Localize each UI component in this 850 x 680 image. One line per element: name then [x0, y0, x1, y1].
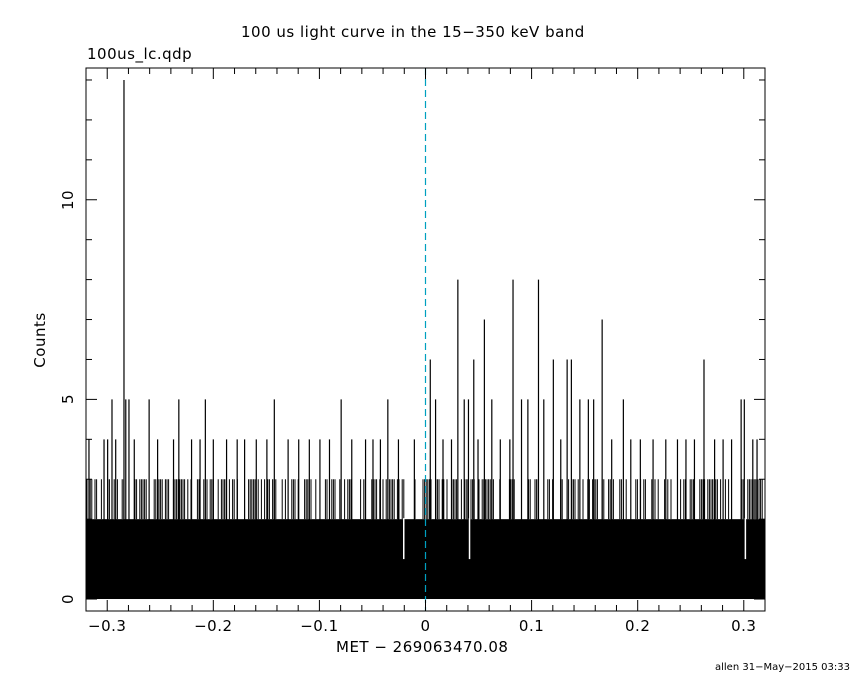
ticks-group: [85, 68, 766, 611]
footer-credit: allen 31−May−2015 03:33: [715, 662, 850, 673]
y-tick-label: 0: [59, 593, 77, 605]
x-tick-label: 0.3: [731, 617, 757, 635]
y-tick-label: 5: [59, 394, 77, 405]
x-axis-label: MET − 269063470.08: [336, 638, 509, 656]
x-tick-label: 0.2: [625, 617, 651, 635]
chart-title: 100 us light curve in the 15−350 keV ban…: [241, 23, 585, 41]
y-tick-label: 10: [59, 189, 77, 210]
y-axis-label: Counts: [31, 312, 49, 368]
x-tick-label: −0.2: [194, 617, 233, 635]
file-label: 100us_lc.qdp: [87, 45, 193, 63]
x-tick-label: −0.3: [88, 617, 127, 635]
x-tick-label: 0.1: [518, 617, 545, 635]
x-tick-label: 0: [420, 617, 431, 635]
x-tick-label: −0.1: [300, 617, 339, 635]
